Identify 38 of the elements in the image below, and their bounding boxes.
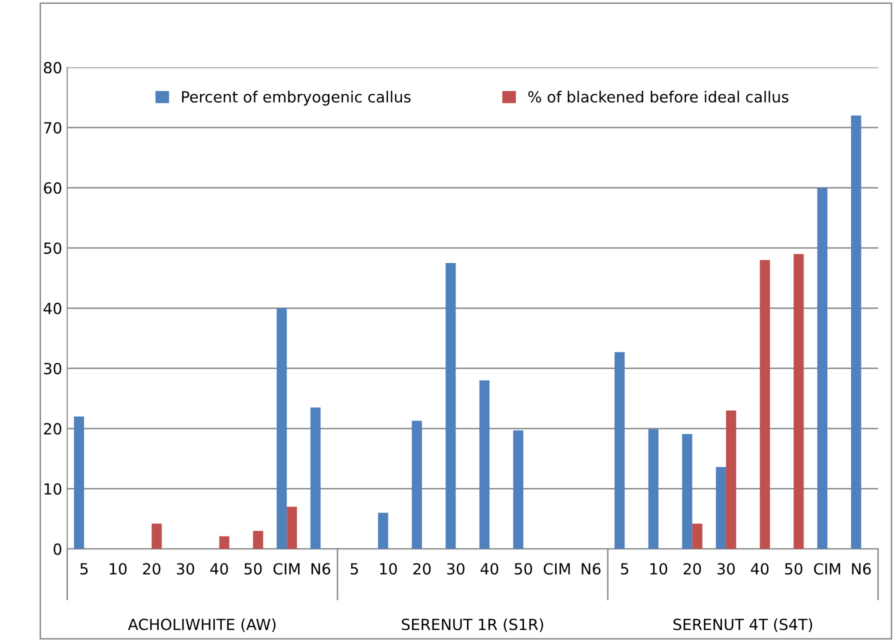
y-tick-label: 0 [54, 543, 62, 555]
x-tick-label: 30 [447, 563, 464, 575]
x-tick-label: 10 [650, 563, 668, 575]
x-tick-label: 40 [210, 563, 228, 575]
y-tick-label: 80 [44, 62, 62, 74]
x-tick-label: CIM [544, 563, 570, 575]
x-tick-label: 50 [514, 563, 532, 575]
x-tick-label: 5 [80, 563, 88, 575]
y-tick-label: 50 [44, 242, 62, 254]
x-tick-label: N6 [852, 563, 871, 575]
x-tick-label: N6 [582, 563, 601, 575]
y-tick-label: 20 [44, 423, 62, 435]
x-tick-label: 40 [480, 563, 498, 575]
x-tick-label: 20 [143, 563, 160, 575]
x-tick-label: CIM [273, 563, 300, 575]
x-tick-label: 20 [413, 563, 431, 575]
x-tick-label: CIM [814, 563, 840, 575]
x-tick-label: N6 [312, 563, 330, 575]
x-tick-label: 40 [750, 563, 769, 575]
x-tick-label: 5 [350, 563, 358, 575]
y-tick-label: 30 [44, 362, 62, 374]
text: ACHOLIWHITE (AW) [128, 618, 276, 632]
x-tick-label: 50 [785, 563, 802, 575]
y-tick-label: 70 [44, 122, 62, 134]
x-tick-label: 20 [684, 563, 701, 575]
x-tick-label: 5 [621, 563, 628, 575]
x-tick-label: 10 [380, 563, 397, 575]
text: SERENUT 4T (S4T) [673, 618, 812, 632]
x-tick-label: 30 [176, 563, 194, 575]
x-tick-label: 10 [110, 563, 127, 575]
y-tick-label: 10 [44, 483, 62, 495]
x-tick-label: 50 [244, 563, 262, 575]
y-tick-label: 60 [44, 182, 62, 194]
text: SERENUT 1R (S1R) [402, 618, 544, 632]
x-tick-label: 30 [717, 563, 735, 575]
legend-label: % of blackened before ideal callus [528, 90, 788, 103]
y-tick-label: 40 [44, 302, 62, 314]
legend-label: Percent of embryogenic callus [182, 90, 411, 106]
